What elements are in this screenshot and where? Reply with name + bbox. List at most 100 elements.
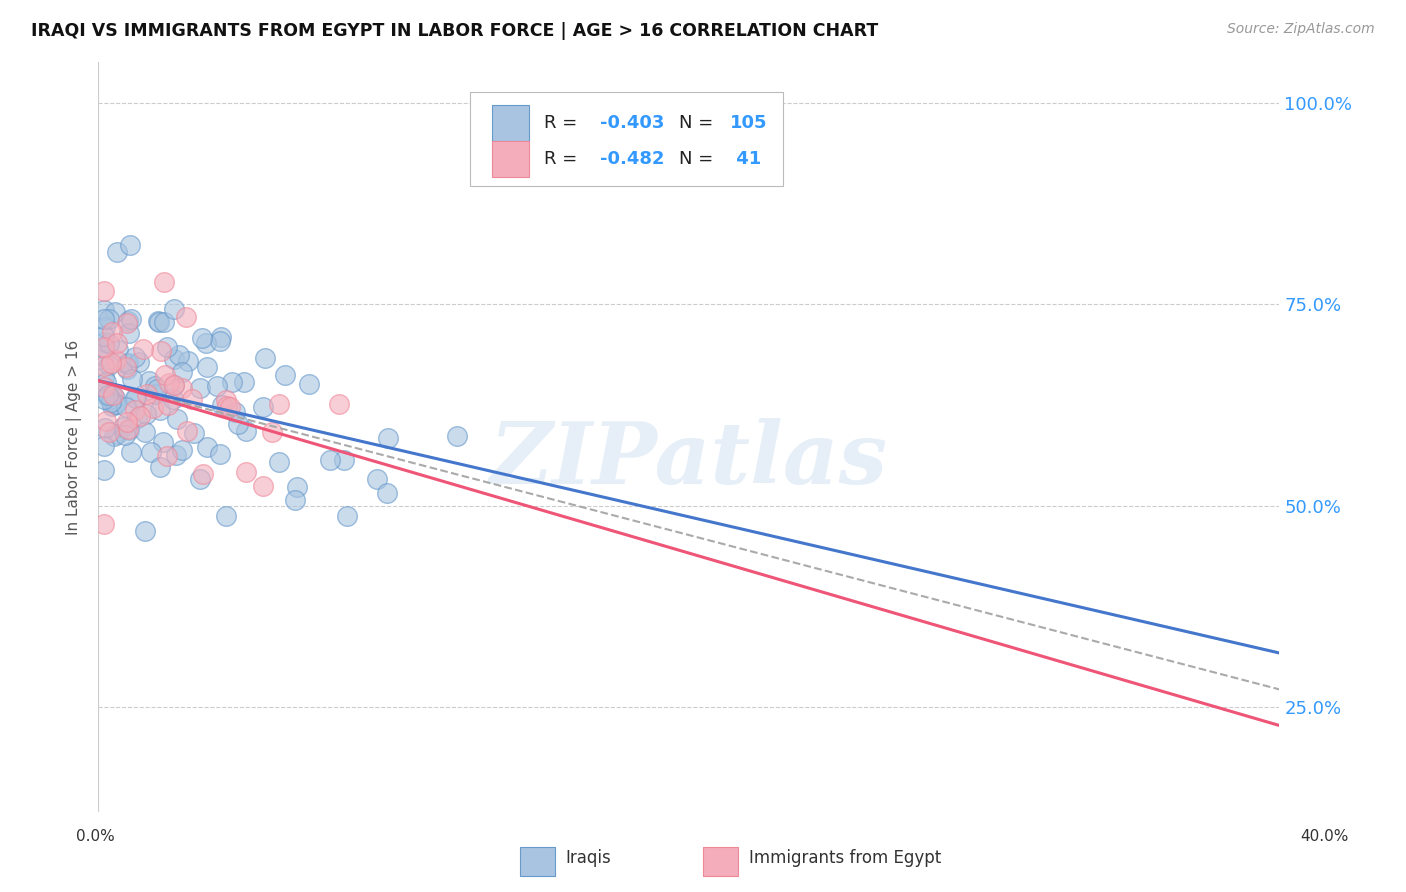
Point <box>101 388 124 402</box>
Point <box>219 400 242 414</box>
Point <box>149 343 172 358</box>
Point <box>114 427 136 442</box>
Point <box>146 314 169 328</box>
Point <box>163 352 186 367</box>
Text: Immigrants from Egypt: Immigrants from Egypt <box>749 849 942 867</box>
Point <box>117 316 139 330</box>
Point <box>115 415 138 429</box>
Point <box>152 434 174 449</box>
Point <box>105 397 128 411</box>
Point <box>183 425 205 440</box>
Point <box>153 315 176 329</box>
Point <box>235 424 257 438</box>
FancyBboxPatch shape <box>492 105 530 141</box>
FancyBboxPatch shape <box>492 141 530 178</box>
Point <box>96 389 118 403</box>
Point <box>221 376 243 390</box>
Point <box>105 244 128 259</box>
Point <box>105 335 128 350</box>
Point <box>336 509 359 524</box>
Point <box>129 409 152 424</box>
Point <box>165 448 187 462</box>
Point <box>97 388 120 402</box>
Point <box>103 429 125 443</box>
Point <box>118 237 141 252</box>
Point <box>100 395 122 409</box>
Point <box>146 382 169 396</box>
Text: N =: N = <box>679 150 720 168</box>
Point <box>285 480 308 494</box>
Point <box>319 453 342 467</box>
Point <box>188 473 211 487</box>
Point <box>93 439 115 453</box>
Point <box>209 334 232 348</box>
Text: 105: 105 <box>730 114 768 132</box>
Point <box>205 378 228 392</box>
Point <box>93 303 115 318</box>
Point <box>148 315 170 329</box>
Point <box>93 329 115 343</box>
Point <box>153 368 176 382</box>
Point <box>162 392 184 406</box>
Point <box>209 330 232 344</box>
Text: -0.482: -0.482 <box>600 150 665 168</box>
Point <box>132 342 155 356</box>
Point <box>177 354 200 368</box>
Point <box>366 473 388 487</box>
Point <box>141 445 163 459</box>
Point <box>143 387 166 401</box>
Point <box>93 392 115 406</box>
Point <box>94 413 117 427</box>
Point <box>163 377 186 392</box>
Point <box>252 400 274 414</box>
Point <box>97 312 120 326</box>
Point <box>115 362 138 376</box>
Point <box>167 348 190 362</box>
Point <box>333 453 356 467</box>
Point <box>252 479 274 493</box>
Point <box>273 368 295 383</box>
Point <box>211 398 233 412</box>
Point <box>104 391 127 405</box>
Point <box>93 341 115 355</box>
Text: Source: ZipAtlas.com: Source: ZipAtlas.com <box>1227 22 1375 37</box>
Point <box>93 285 115 299</box>
Point <box>253 351 276 366</box>
Point <box>93 516 115 531</box>
Point <box>195 360 218 375</box>
Point <box>148 459 170 474</box>
Point <box>128 355 150 369</box>
Point <box>124 391 146 405</box>
Point <box>97 335 120 350</box>
Text: N =: N = <box>679 114 720 132</box>
Point <box>93 380 115 394</box>
Point <box>93 311 115 326</box>
Point <box>120 311 142 326</box>
Point <box>121 372 143 386</box>
Point <box>191 467 214 481</box>
Text: 0.0%: 0.0% <box>76 830 115 844</box>
Point <box>136 387 159 401</box>
Point <box>104 397 127 411</box>
Point <box>97 425 120 440</box>
Point <box>105 352 128 367</box>
Point <box>101 325 124 339</box>
Point <box>112 420 135 434</box>
Point <box>115 357 138 371</box>
Point <box>180 392 202 406</box>
Point <box>125 391 148 405</box>
Text: IRAQI VS IMMIGRANTS FROM EGYPT IN LABOR FORCE | AGE > 16 CORRELATION CHART: IRAQI VS IMMIGRANTS FROM EGYPT IN LABOR … <box>31 22 879 40</box>
Text: R =: R = <box>544 150 582 168</box>
Point <box>114 401 136 415</box>
Point <box>214 508 236 523</box>
Point <box>94 320 117 334</box>
Point <box>100 355 122 369</box>
Text: Iraqis: Iraqis <box>565 849 612 867</box>
Point <box>94 420 117 434</box>
Point <box>93 359 115 373</box>
Text: R =: R = <box>544 114 582 132</box>
Point <box>172 443 194 458</box>
Point <box>152 276 174 290</box>
FancyBboxPatch shape <box>471 93 783 186</box>
Point <box>235 465 257 479</box>
